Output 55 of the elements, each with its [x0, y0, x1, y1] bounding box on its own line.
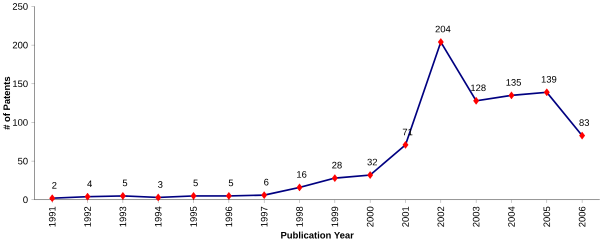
x-tick-label: 2005 [543, 206, 550, 227]
point [261, 191, 268, 200]
point [508, 92, 514, 100]
point [296, 184, 302, 192]
x-tick-label: 1997 [260, 206, 268, 227]
y-tick-label: 250 [12, 3, 28, 10]
data-label: 5 [122, 180, 128, 186]
x-tick-label: 1991 [48, 206, 56, 227]
x-tick-label: 2003 [472, 206, 480, 227]
x-tick-label: 2006 [578, 206, 586, 227]
data-label: 16 [297, 171, 306, 178]
data-label: 2 [52, 182, 56, 189]
x-tick-label: 1999 [332, 206, 338, 227]
data-label: 5 [228, 180, 234, 186]
y-tick-label: 200 [12, 42, 28, 49]
x-tick-label: 2001 [402, 206, 409, 227]
point [579, 132, 586, 140]
point [473, 97, 480, 105]
x-tick-label: 1993 [120, 206, 126, 227]
x-tick-label: 2004 [508, 206, 515, 227]
point [120, 192, 126, 200]
data-label: 32 [367, 158, 378, 166]
data-label: 3 [158, 181, 163, 188]
x-tick-label: 1992 [84, 206, 91, 227]
data-label: 204 [436, 26, 450, 33]
point [438, 38, 444, 46]
data-label: 139 [542, 76, 556, 83]
point [226, 192, 232, 200]
y-tick-label: 100 [13, 119, 28, 126]
data-label: 4 [87, 180, 92, 188]
x-tick-label: 1996 [226, 206, 232, 227]
x-tick-label: 1994 [154, 206, 162, 227]
data-label: 128 [471, 84, 486, 92]
y-axis-title: # of Patents [3, 76, 10, 130]
point [332, 174, 338, 182]
x-tick-label: 1998 [296, 206, 303, 227]
point [544, 88, 550, 96]
data-label: 28 [332, 162, 342, 169]
y-tick-label: 50 [18, 158, 28, 165]
x-tick-label: 1995 [190, 206, 197, 227]
point [49, 194, 56, 202]
data-label: 135 [506, 79, 522, 86]
x-axis-title: Publication Year [281, 232, 354, 239]
data-label: 6 [264, 178, 268, 186]
point [84, 192, 91, 201]
y-tick-label: 150 [13, 80, 28, 88]
point [367, 171, 374, 180]
x-tick-label: 2000 [366, 206, 374, 227]
x-tick-label: 2002 [437, 206, 444, 227]
point [402, 141, 408, 149]
point [155, 194, 162, 202]
data-label: 83 [579, 119, 590, 126]
data-label: 5 [193, 180, 198, 186]
point [190, 192, 196, 200]
y-tick-label: 0 [23, 196, 28, 204]
